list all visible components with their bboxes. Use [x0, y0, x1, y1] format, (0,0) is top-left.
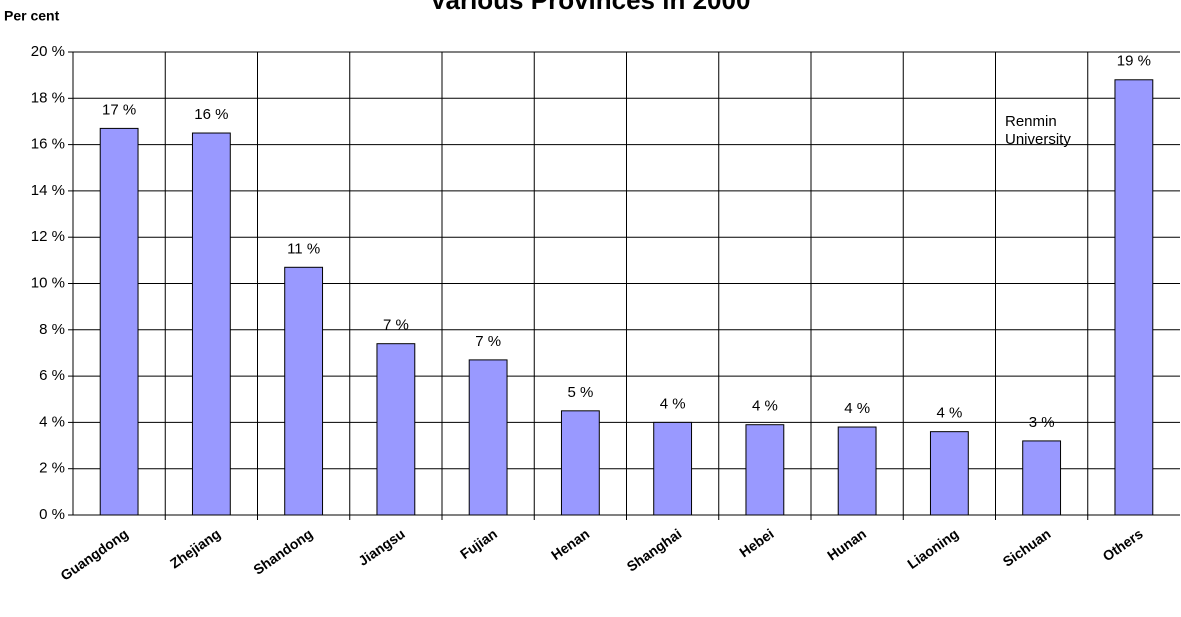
x-tick-label: Jiangsu [355, 525, 408, 568]
bar [560, 410, 600, 516]
value-label: 4 % [752, 398, 778, 415]
value-label: 4 % [936, 405, 962, 422]
y-tick-label: 4 % [39, 413, 65, 430]
y-tick-label: 20 % [31, 43, 65, 60]
y-tick-label: 18 % [31, 89, 65, 106]
value-label: 16 % [194, 106, 228, 123]
y-tick-label: 6 % [39, 367, 65, 384]
bar [837, 426, 877, 516]
bar [929, 431, 969, 516]
y-tick-label: 2 % [39, 460, 65, 477]
x-tick-label: Zhejiang [167, 525, 223, 571]
x-tick-label: Others [1100, 525, 1146, 564]
x-tick-label: Hebei [736, 525, 776, 560]
value-label: 4 % [660, 395, 686, 412]
bar [468, 359, 508, 516]
y-tick-label: 12 % [31, 228, 65, 245]
value-label: 7 % [475, 333, 501, 350]
x-tick-label: Sichuan [1000, 525, 1054, 569]
value-label: 4 % [844, 400, 870, 417]
value-label: 11 % [287, 240, 320, 257]
y-tick-label: 10 % [31, 274, 65, 291]
x-tick-label: Liaoning [904, 525, 961, 572]
x-tick-label: Hunan [824, 525, 869, 563]
y-tick-label: 8 % [39, 321, 65, 338]
bar [745, 424, 785, 516]
bar [653, 421, 693, 516]
y-axis-label: Per cent [4, 8, 60, 24]
x-tick-label: Shanghai [624, 525, 685, 574]
x-tick-label: Fujian [457, 525, 500, 562]
bar [99, 127, 139, 516]
value-label: 7 % [383, 317, 409, 334]
chart-title: Various Provinces in 2000 [430, 0, 751, 15]
y-tick-label: 14 % [31, 182, 65, 199]
y-tick-label: 16 % [31, 136, 65, 153]
bar [191, 132, 231, 516]
value-label: 3 % [1029, 414, 1055, 431]
annotation: Renmin [1005, 113, 1057, 130]
x-tick-label: Henan [548, 525, 592, 563]
bar [376, 343, 416, 516]
bar [1114, 79, 1154, 516]
value-label: 19 % [1117, 53, 1151, 70]
value-label: 5 % [567, 384, 593, 401]
y-tick-label: 0 % [39, 506, 65, 523]
x-tick-label: Shandong [250, 525, 315, 577]
bar [284, 266, 324, 516]
value-label: 17 % [102, 101, 136, 118]
annotation: University [1005, 131, 1071, 148]
x-tick-label: Guangdong [57, 525, 131, 583]
bar [1022, 440, 1062, 516]
